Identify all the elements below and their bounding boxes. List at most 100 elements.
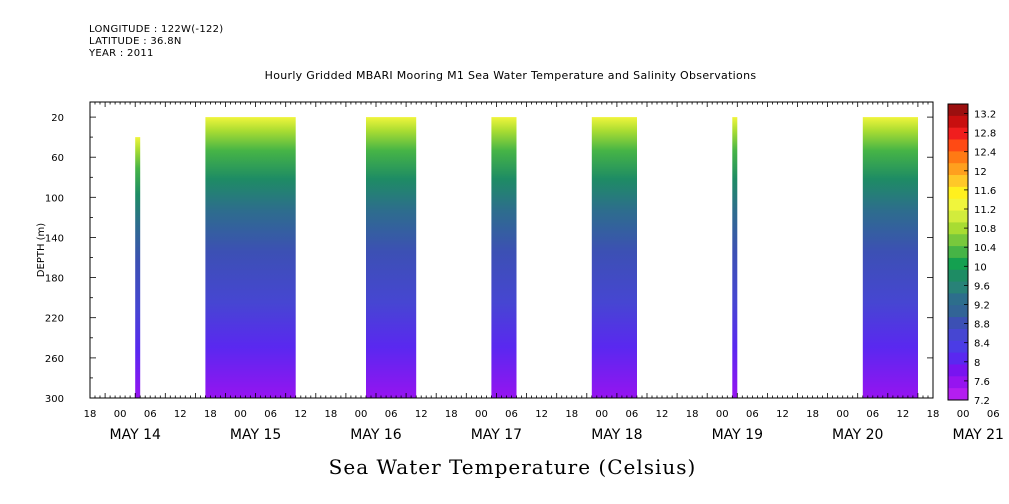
colorbar-swatch (948, 305, 968, 318)
x-hour-tick-label: 06 (866, 409, 879, 420)
colorbar-label: 8.4 (974, 339, 990, 350)
x-hour-tick-label: 18 (204, 409, 217, 420)
x-hour-tick-label: 00 (114, 409, 127, 420)
colorbar-swatch (948, 186, 968, 200)
x-hour-tick-label: 12 (174, 409, 187, 420)
colorbar-label: 12.8 (974, 129, 996, 140)
x-hour-tick-label: 00 (957, 409, 970, 420)
x-hour-tick-label: 18 (927, 409, 940, 420)
x-hour-tick-label: 12 (294, 409, 307, 420)
colorbar-swatch (948, 163, 968, 176)
x-hour-tick-label: 06 (987, 409, 1000, 420)
x-date-label: MAY 19 (712, 427, 763, 443)
colorbar-label: 9.6 (974, 281, 990, 292)
colorbar-swatch (948, 127, 968, 140)
x-hour-tick-label: 18 (325, 409, 338, 420)
x-hour-tick-label: 12 (897, 409, 910, 420)
x-hour-tick-label: 12 (535, 409, 548, 420)
y-tick-label: 20 (51, 113, 64, 124)
x-date-label: MAY 16 (350, 427, 401, 443)
colorbar-label: 12 (974, 167, 987, 178)
colorbar-swatch (948, 115, 968, 129)
colorbar-label: 7.6 (974, 377, 990, 388)
x-hour-tick-label: 00 (234, 409, 247, 420)
x-hour-tick-label: 12 (776, 409, 789, 420)
colorbar-swatch (948, 139, 968, 152)
colorbar-label: 11.2 (974, 205, 996, 216)
colorbar-swatch (948, 234, 968, 247)
colorbar-swatch (948, 281, 968, 294)
colorbar-frame (947, 103, 969, 401)
x-hour-tick-label: 18 (806, 409, 819, 420)
data-column-3 (366, 117, 417, 398)
x-hour-tick-label: 06 (746, 409, 759, 420)
y-tick-label: 60 (51, 153, 64, 164)
x-date-label: MAY 21 (953, 427, 1004, 443)
y-tick-label: 300 (45, 394, 64, 405)
x-date-label: MAY 15 (230, 427, 281, 443)
colorbar-label: 13.2 (974, 110, 996, 121)
x-hour-tick-label: 00 (716, 409, 729, 420)
colorbar-swatch (948, 269, 968, 282)
x-hour-tick-label: 18 (445, 409, 458, 420)
colorbar-swatch (948, 222, 968, 235)
y-tick-label: 180 (45, 274, 64, 285)
x-hour-tick-label: 18 (84, 409, 97, 420)
x-hour-tick-label: 06 (264, 409, 277, 420)
colorbar-label: 11.6 (974, 186, 996, 197)
x-hour-tick-label: 00 (475, 409, 488, 420)
colorbar-swatch (948, 151, 968, 164)
chart-title: Hourly Gridded MBARI Mooring M1 Sea Wate… (264, 69, 757, 82)
x-hour-tick-label: 18 (565, 409, 578, 420)
data-column-5 (591, 117, 637, 398)
colorbar-swatch (948, 388, 968, 401)
colorbar-swatch (948, 376, 968, 389)
data-column-1 (135, 137, 141, 398)
x-axis-label: Sea Water Temperature (Celsius) (328, 455, 697, 479)
y-tick-label: 100 (45, 193, 64, 204)
y-tick-label: 220 (45, 314, 64, 325)
colorbar-swatch (948, 364, 968, 377)
x-date-label: MAY 14 (110, 427, 161, 443)
colorbar-label: 12.4 (974, 148, 996, 159)
y-tick-label: 260 (45, 354, 64, 365)
x-hour-tick-label: 00 (355, 409, 368, 420)
colorbar-label: 7.2 (974, 396, 990, 407)
x-date-label: MAY 17 (471, 427, 522, 443)
year-label: YEAR : 2011 (89, 48, 154, 59)
y-axis-label: DEPTH (m) (36, 223, 47, 277)
data-column-4 (491, 117, 517, 398)
data-column-2 (205, 117, 296, 398)
colorbar-label: 10.4 (974, 243, 996, 254)
data-column-7 (862, 117, 918, 398)
colorbar-swatch (948, 352, 968, 365)
colorbar-swatch (948, 317, 968, 330)
x-date-label: MAY 18 (591, 427, 642, 443)
colorbar-swatch (948, 210, 968, 223)
colorbar-swatch (948, 175, 968, 188)
colorbar-swatch (948, 340, 968, 354)
x-hour-tick-label: 06 (385, 409, 398, 420)
colorbar-swatch (948, 328, 968, 342)
x-hour-tick-label: 12 (415, 409, 428, 420)
colorbar-swatch (948, 104, 968, 117)
x-date-label: MAY 20 (832, 427, 883, 443)
x-hour-tick-label: 06 (505, 409, 518, 420)
colorbar-swatch (948, 198, 968, 211)
x-hour-tick-label: 18 (686, 409, 699, 420)
latitude-label: LATITUDE : 36.8N (89, 36, 182, 47)
colorbar-label: 10.8 (974, 224, 996, 235)
x-hour-tick-label: 00 (595, 409, 608, 420)
colorbar-label: 8 (974, 358, 980, 369)
colorbar-label: 10 (974, 262, 987, 273)
x-hour-tick-label: 12 (656, 409, 669, 420)
colorbar-swatch (948, 257, 968, 271)
longitude-label: LONGITUDE : 122W(-122) (89, 24, 224, 35)
x-hour-tick-label: 06 (144, 409, 157, 420)
x-hour-tick-label: 00 (836, 409, 849, 420)
colorbar-swatch (948, 293, 968, 306)
colorbar-label: 8.8 (974, 320, 990, 331)
colorbar-label: 9.2 (974, 301, 990, 312)
colorbar-swatch (948, 246, 968, 259)
